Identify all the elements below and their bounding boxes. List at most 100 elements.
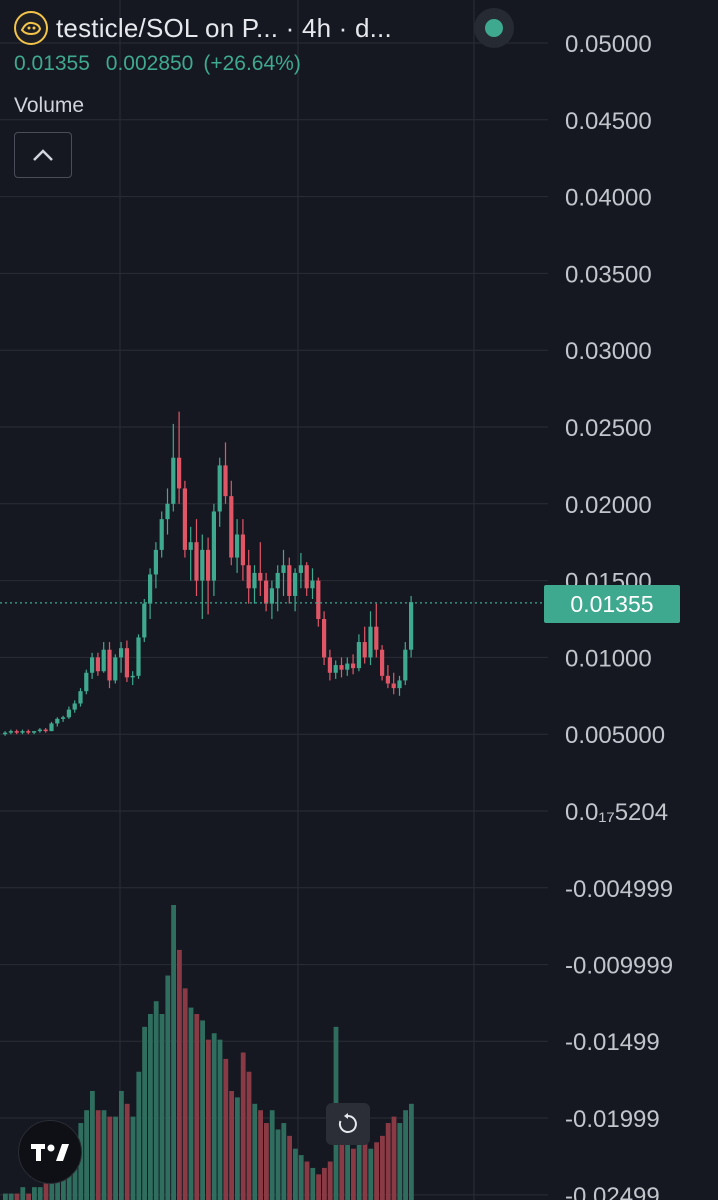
- candle-body: [316, 580, 321, 619]
- candle-body: [101, 649, 106, 672]
- candle-body: [177, 457, 182, 489]
- volume-bar: [14, 1193, 20, 1200]
- volume-label[interactable]: Volume: [14, 94, 85, 117]
- volume-bar: [351, 1148, 356, 1200]
- candle-body: [351, 663, 356, 669]
- candle-body: [217, 465, 222, 512]
- volume-bar: [304, 1161, 310, 1200]
- volume-bar: [380, 1135, 385, 1200]
- price-axis-label: 0.04500: [565, 108, 652, 135]
- volume-bar: [258, 1110, 263, 1200]
- volume-bar: [327, 1161, 333, 1200]
- candle-body: [124, 648, 129, 678]
- candle-body: [275, 572, 280, 589]
- volume-bar: [275, 1129, 281, 1200]
- last-price-label: 0.01355: [544, 585, 680, 623]
- candle-body: [223, 465, 228, 497]
- volume-bar: [385, 1123, 391, 1200]
- volume-bar: [55, 1167, 60, 1200]
- volume-bar: [281, 1123, 287, 1200]
- volume-bar: [194, 1014, 200, 1200]
- candle-body: [113, 657, 118, 681]
- candle-body: [159, 519, 164, 550]
- candle-body: [258, 572, 263, 581]
- candle-body: [293, 572, 298, 596]
- symbol-row[interactable]: testicle/SOL on P... · 4h · d...: [14, 10, 392, 46]
- volume-bar: [165, 975, 171, 1200]
- volume-bar: [84, 1110, 89, 1200]
- candle-body: [362, 642, 367, 658]
- candle-body: [188, 542, 193, 550]
- volume-bar: [95, 1110, 101, 1200]
- candle-body: [200, 549, 205, 581]
- volume-bar: [235, 1097, 240, 1200]
- candle-body: [61, 717, 66, 719]
- candle-body: [356, 642, 361, 669]
- reset-chart-icon: [338, 1113, 357, 1133]
- volume-bar: [107, 1116, 113, 1200]
- candle-body: [119, 648, 124, 658]
- price-axis-label: 0.02000: [565, 492, 652, 519]
- volume-bar: [130, 1116, 136, 1200]
- volume-bar: [142, 1026, 147, 1200]
- candle-body: [345, 663, 350, 670]
- collapse-legend-button[interactable]: [14, 132, 72, 178]
- volume-bar: [3, 1193, 8, 1200]
- candle-body: [252, 572, 257, 589]
- candle-body: [72, 703, 77, 710]
- volume-bar: [177, 949, 182, 1200]
- volume-bar: [403, 1110, 408, 1200]
- price-axis-label: -0.004999: [565, 876, 673, 903]
- candle-body: [304, 565, 309, 589]
- candle-body: [90, 657, 95, 673]
- volume-bar: [136, 1071, 142, 1200]
- volume-bar: [310, 1167, 316, 1200]
- candle-body: [327, 657, 332, 673]
- volume-bar: [20, 1187, 26, 1200]
- volume-bar: [8, 1193, 14, 1200]
- volume-bar: [229, 1090, 234, 1200]
- volume-bar: [252, 1103, 258, 1200]
- price-axis-label: -0.01499: [565, 1029, 660, 1056]
- volume-bar: [43, 1180, 49, 1200]
- candle-body: [269, 588, 274, 604]
- chart-grid: [0, 0, 548, 1200]
- candle-body: [8, 731, 13, 733]
- volume-bar: [182, 988, 188, 1200]
- live-status-indicator: [474, 8, 514, 48]
- candle-body: [3, 732, 8, 735]
- price-axis-label: 0.005000: [565, 722, 665, 749]
- candle-body: [194, 542, 199, 581]
- reset-chart-button[interactable]: [326, 1103, 370, 1145]
- volume-bar: [171, 905, 176, 1200]
- candle-body: [339, 665, 344, 670]
- candle-body: [380, 649, 385, 676]
- candle-body: [148, 574, 153, 604]
- candle-body: [385, 675, 390, 684]
- volume-bar: [374, 1142, 379, 1200]
- volume-bar: [78, 1123, 84, 1200]
- volume-bar: [397, 1123, 403, 1200]
- candle-body: [95, 657, 100, 672]
- volume-bar: [264, 1123, 269, 1200]
- candle-body: [333, 665, 338, 673]
- volume-bar: [339, 1116, 345, 1200]
- candle-body: [264, 580, 269, 604]
- price-axis-label: 0.05000: [565, 31, 652, 58]
- candle-body: [374, 626, 379, 650]
- candle-body: [409, 602, 414, 650]
- symbol-title[interactable]: testicle/SOL on P... · 4h · d...: [56, 12, 392, 43]
- price-axis[interactable]: 0.05000 0.04500 0.04000 0.03500 0.03000 0.025…: [565, 31, 673, 1200]
- volume-bar: [391, 1116, 397, 1200]
- candle-body: [229, 496, 234, 558]
- price-axis-label: 0.03500: [565, 261, 652, 288]
- volume-bar: [316, 1174, 321, 1200]
- candle-body: [14, 731, 19, 733]
- chart-header: testicle/SOL on P... · 4h · d... 0.01355…: [14, 10, 392, 178]
- volume-bar: [362, 1129, 368, 1200]
- tradingview-logo-icon[interactable]: [18, 1120, 82, 1184]
- volume-bar: [37, 1187, 43, 1200]
- candle-body: [55, 718, 60, 724]
- change-percent: (+26.64%): [203, 52, 301, 75]
- volume-bar: [409, 1103, 414, 1200]
